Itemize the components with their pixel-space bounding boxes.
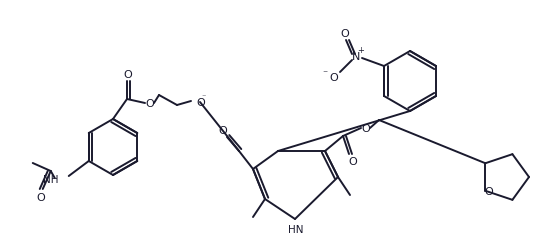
Text: +: + [358, 45, 364, 54]
Text: ⁻: ⁻ [202, 92, 206, 101]
Text: O: O [124, 70, 132, 80]
Text: N: N [352, 52, 360, 62]
Text: O: O [330, 73, 338, 83]
Text: HN: HN [288, 224, 304, 234]
Text: O: O [340, 29, 349, 39]
Text: O: O [146, 99, 154, 109]
Text: O: O [349, 156, 357, 166]
Text: NH: NH [43, 174, 59, 184]
Text: O: O [219, 125, 228, 136]
Text: O: O [484, 186, 492, 196]
Text: O: O [196, 98, 205, 108]
Text: ⁻: ⁻ [323, 69, 328, 79]
Text: O: O [36, 192, 45, 202]
Text: O: O [362, 123, 371, 134]
